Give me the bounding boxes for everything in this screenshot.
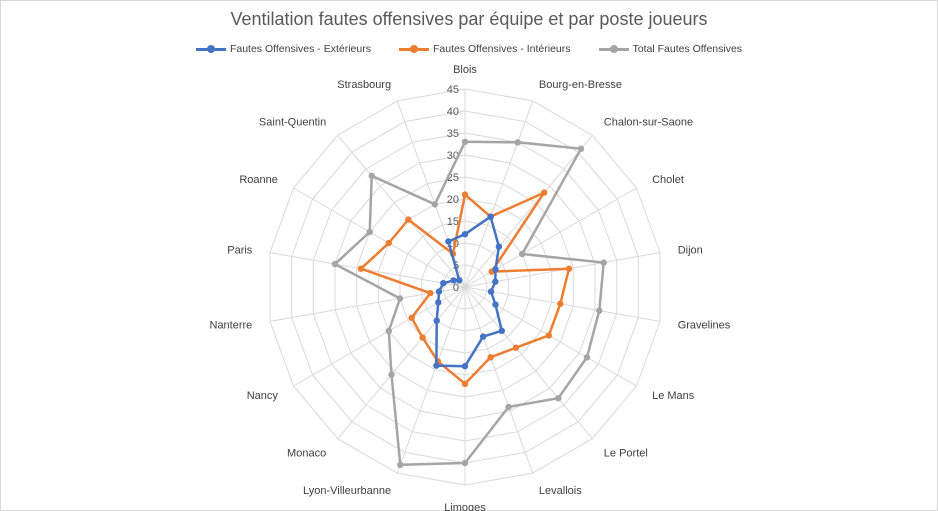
category-label: Chalon-sur-Saone: [604, 117, 693, 129]
series-point-2: [461, 138, 469, 145]
series-point-0: [492, 278, 499, 285]
series-point-2: [396, 295, 404, 302]
series-point-0: [487, 213, 494, 220]
legend-swatch-exterieurs: [195, 44, 226, 54]
grid-spoke: [337, 286, 466, 440]
series-point-1: [541, 189, 548, 196]
series-point-2: [368, 172, 375, 179]
category-label: Dijon: [678, 245, 703, 257]
chart-title: Ventilation fautes offensives par équipe…: [230, 9, 708, 29]
grid-spoke: [464, 286, 534, 474]
tick-label: 45: [447, 84, 459, 96]
legend-item-interieurs: Fautes Offensives - Intérieurs: [398, 43, 571, 55]
legend: Fautes Offensives - Extérieurs Fautes Of…: [0, 43, 938, 55]
series-point-2: [331, 260, 339, 268]
series-point-0: [461, 231, 469, 238]
series-point-0: [495, 243, 503, 250]
series-point-2: [397, 461, 404, 468]
category-label: Blois: [453, 64, 477, 76]
series-point-1: [565, 265, 573, 272]
series-point-1: [461, 191, 469, 198]
category-label: Le Portel: [604, 448, 648, 460]
legend-item-exterieurs: Fautes Offensives - Extérieurs: [195, 43, 371, 55]
series-point-1: [408, 314, 415, 321]
legend-item-total: Total Fautes Offensives: [598, 43, 743, 55]
category-label: Nancy: [247, 390, 279, 402]
category-label: Le Mans: [652, 390, 695, 402]
category-label: Strasbourg: [337, 79, 391, 91]
series-point-2: [577, 145, 585, 152]
series-point-0: [487, 288, 495, 295]
grid-spoke: [464, 134, 593, 288]
grid-spoke: [464, 286, 593, 440]
series-point-0: [492, 266, 499, 273]
category-label: Cholet: [652, 174, 684, 186]
series-point-1: [405, 216, 412, 223]
category-label: Bourg-en-Bresse: [539, 79, 622, 91]
tick-label: 20: [447, 194, 459, 206]
series-point-1: [512, 344, 520, 351]
grid-spoke: [396, 286, 466, 474]
series-point-0: [440, 280, 447, 287]
series-point-0: [492, 301, 499, 308]
series-point-0: [461, 363, 469, 370]
series-point-0: [456, 277, 463, 284]
series-point-2: [514, 139, 521, 146]
series-point-1: [357, 265, 365, 272]
series-point-2: [596, 307, 603, 314]
grid-spoke: [337, 134, 466, 288]
category-label: Monaco: [287, 448, 326, 460]
series-point-2: [600, 259, 607, 266]
legend-label-total: Total Fautes Offensives: [632, 43, 743, 55]
category-label: Nanterre: [210, 320, 253, 332]
tick-label: 35: [447, 128, 459, 140]
category-label: Saint-Quentin: [259, 117, 326, 129]
legend-swatch-total: [598, 44, 629, 54]
series-point-1: [557, 300, 564, 307]
series-point-0: [450, 277, 457, 284]
series-point-1: [385, 239, 392, 247]
series-point-1: [487, 354, 494, 361]
legend-label-interieurs: Fautes Offensives - Intérieurs: [432, 43, 571, 55]
tick-label: 40: [447, 106, 459, 118]
legend-label-exterieurs: Fautes Offensives - Extérieurs: [229, 43, 371, 55]
series-point-0: [445, 238, 452, 245]
category-label: Roanne: [239, 174, 278, 186]
category-label: Levallois: [539, 485, 582, 497]
category-label: Gravelines: [678, 320, 731, 332]
grid-spoke: [293, 187, 466, 288]
series-point-2: [388, 371, 395, 378]
series-point-2: [583, 354, 591, 361]
series-point-2: [461, 459, 469, 467]
series-point-0: [435, 288, 443, 295]
series-point-0: [435, 299, 442, 306]
series-point-1: [427, 289, 434, 297]
series-point-2: [519, 250, 526, 258]
legend-swatch-interieurs: [398, 44, 429, 54]
series-point-1: [461, 380, 469, 387]
series-point-0: [498, 327, 505, 334]
series-point-2: [431, 201, 439, 208]
series-point-0: [433, 362, 440, 369]
category-label: Limoges: [444, 502, 486, 511]
series-point-2: [505, 403, 512, 411]
series-point-0: [479, 333, 487, 340]
series-point-1: [419, 334, 426, 341]
grid-spoke: [464, 100, 534, 288]
category-label: Paris: [227, 245, 253, 257]
tick-label: 0: [453, 282, 459, 294]
category-label: Lyon-Villeurbanne: [303, 485, 391, 497]
series-point-0: [433, 317, 440, 324]
series-point-1: [545, 332, 552, 339]
series-point-2: [385, 327, 392, 335]
tick-label: 15: [447, 216, 459, 228]
series-point-2: [555, 395, 562, 402]
series-point-2: [366, 228, 373, 236]
